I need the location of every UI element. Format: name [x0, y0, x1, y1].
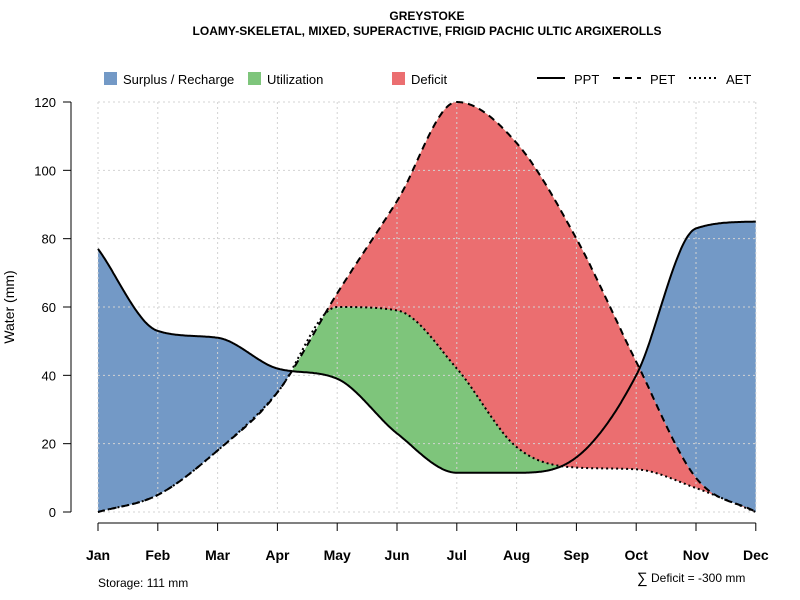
legend-label-aet: AET: [726, 72, 751, 87]
x-tick-label: Nov: [683, 547, 710, 563]
series-lines: [97, 101, 757, 513]
grid-lines: [97, 101, 757, 513]
legend-swatch-surplus: [104, 72, 117, 85]
x-tick-label: Oct: [625, 547, 649, 563]
x-tick-label: Jun: [385, 547, 410, 563]
y-tick-label: 60: [42, 300, 56, 315]
series-line-pet: [97, 101, 757, 513]
legend-label-deficit: Deficit: [411, 72, 448, 87]
legend-label-utilization: Utilization: [267, 72, 323, 87]
legend-label-pet: PET: [650, 72, 675, 87]
y-tick-label: 80: [42, 232, 56, 247]
chart-subtitle: LOAMY-SKELETAL, MIXED, SUPERACTIVE, FRIG…: [193, 24, 662, 38]
x-tick-label: Jan: [86, 547, 110, 563]
x-tick-label: Jul: [447, 547, 467, 563]
area-fills: [98, 102, 756, 512]
x-tick-label: Feb: [145, 547, 170, 563]
deficit-area: [98, 102, 756, 512]
y-tick-label: 100: [34, 163, 56, 178]
legend-swatch-deficit: [392, 72, 405, 85]
x-tick-label: Dec: [743, 547, 769, 563]
axes: 0 20 40 60 80 100 120 Jan Feb Mar Apr May Jun Jul Aug S…: [34, 95, 769, 563]
legend-swatch-utilization: [248, 72, 261, 85]
chart-title: GREYSTOKE: [389, 9, 464, 23]
y-tick-label: 0: [49, 505, 56, 520]
x-tick-label: Mar: [205, 547, 230, 563]
y-tick-label: 120: [34, 95, 56, 110]
x-tick-label: May: [324, 547, 351, 563]
deficit-note: Deficit = -300 mm: [651, 571, 745, 585]
deficit-sum-icon: ∑: [637, 570, 648, 587]
series-line-ppt: [97, 220, 756, 474]
y-tick-label: 20: [42, 437, 56, 452]
legend-label-ppt: PPT: [574, 72, 599, 87]
storage-note: Storage: 111 mm: [98, 576, 188, 590]
legend-label-surplus: Surplus / Recharge: [123, 72, 234, 87]
y-axis-title: Water (mm): [1, 270, 17, 343]
x-tick-label: Aug: [503, 547, 530, 563]
series-line-aet: [97, 306, 757, 513]
x-tick-label: Sep: [564, 547, 590, 563]
y-tick-label: 40: [42, 368, 56, 383]
x-tick-label: Apr: [265, 547, 290, 563]
legend: Surplus / Recharge Utilization Deficit P…: [104, 72, 751, 87]
